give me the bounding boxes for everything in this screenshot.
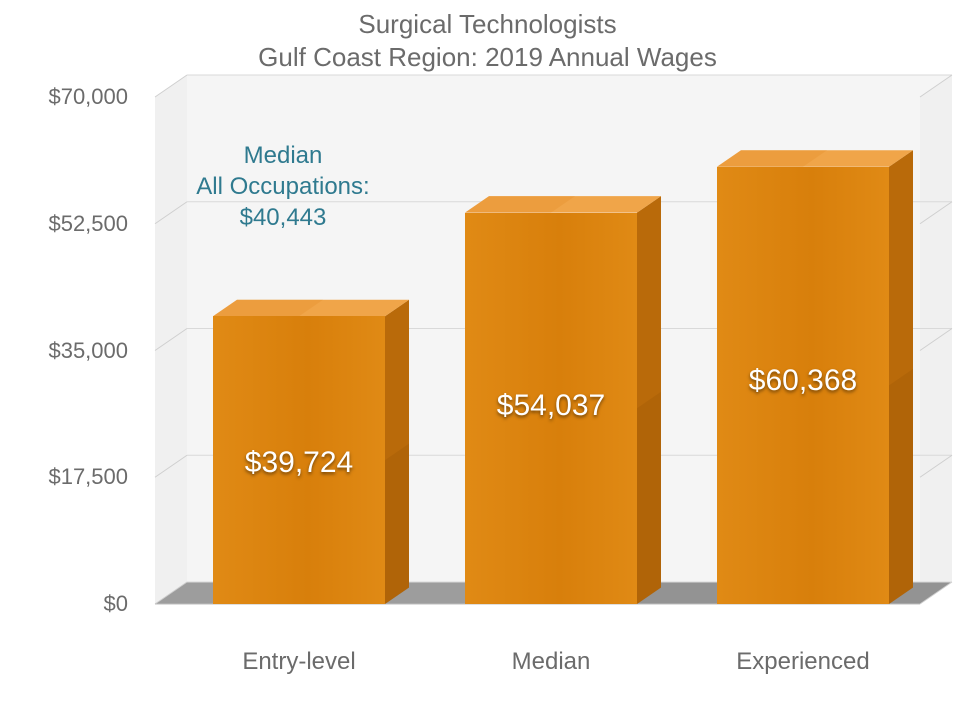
x-axis-label: Experienced	[697, 648, 909, 676]
bar-value-label: $60,368	[717, 364, 889, 398]
